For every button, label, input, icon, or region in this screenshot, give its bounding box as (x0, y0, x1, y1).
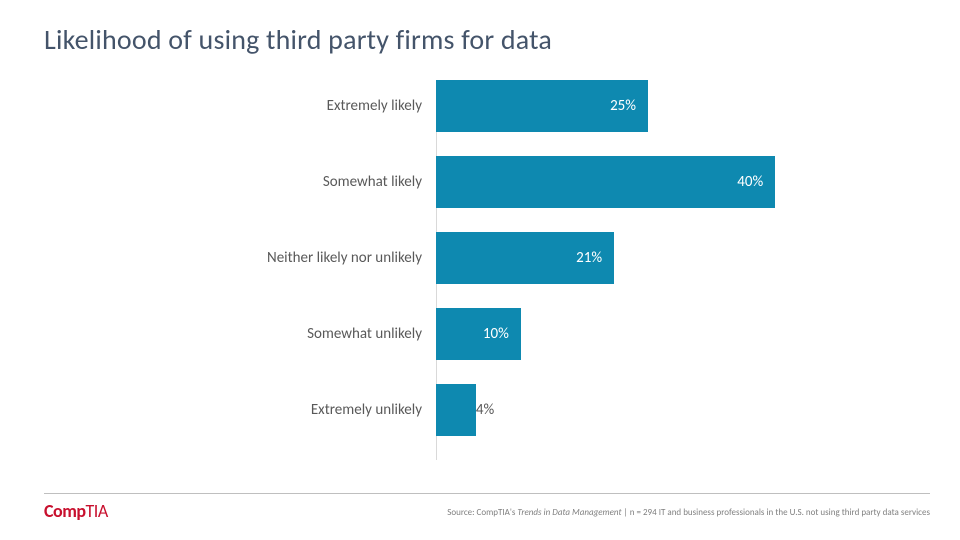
bar-value: 40% (737, 173, 763, 191)
source-prefix: Source: CompTIA's (447, 507, 517, 518)
bar-value: 4% (476, 401, 494, 419)
bar-label: Somewhat unlikely (120, 325, 436, 343)
bar: 10% (436, 308, 521, 360)
chart-title: Likelihood of using third party firms fo… (44, 22, 552, 57)
bar-value: 10% (483, 325, 509, 343)
logo-part-1: Comp (44, 500, 86, 522)
source-suffix: | n = 294 IT and business professionals … (621, 507, 930, 518)
footer-rule (44, 493, 930, 494)
bar: 25% (436, 80, 648, 132)
bar-row: Extremely likely 25% (120, 80, 860, 132)
source-text: Source: CompTIA's Trends in Data Managem… (447, 507, 930, 518)
bar-track: 10% (436, 308, 860, 360)
bar-label: Extremely likely (120, 97, 436, 115)
bar: 4% (436, 384, 476, 436)
bar-row: Somewhat unlikely 10% (120, 308, 860, 360)
bar-value: 21% (576, 249, 602, 267)
bar-track: 21% (436, 232, 860, 284)
bar-label: Extremely unlikely (120, 401, 436, 419)
chart-area: Extremely likely 25% Somewhat likely 40%… (120, 80, 860, 470)
bar-track: 40% (436, 156, 860, 208)
bar-label: Somewhat likely (120, 173, 436, 191)
bar-row: Neither likely nor unlikely 21% (120, 232, 860, 284)
bar-label: Neither likely nor unlikely (120, 249, 436, 267)
bar-row: Extremely unlikely 4% (120, 384, 860, 436)
comptia-logo: CompTIA (44, 500, 108, 522)
logo-part-2: TIA (86, 500, 108, 522)
bar-row: Somewhat likely 40% (120, 156, 860, 208)
bar-value: 25% (610, 97, 636, 115)
bar-track: 25% (436, 80, 860, 132)
bar: 40% (436, 156, 775, 208)
bar: 21% (436, 232, 614, 284)
source-italic: Trends in Data Management (517, 507, 621, 518)
bar-track: 4% (436, 384, 860, 436)
slide: Likelihood of using third party firms fo… (0, 0, 960, 540)
